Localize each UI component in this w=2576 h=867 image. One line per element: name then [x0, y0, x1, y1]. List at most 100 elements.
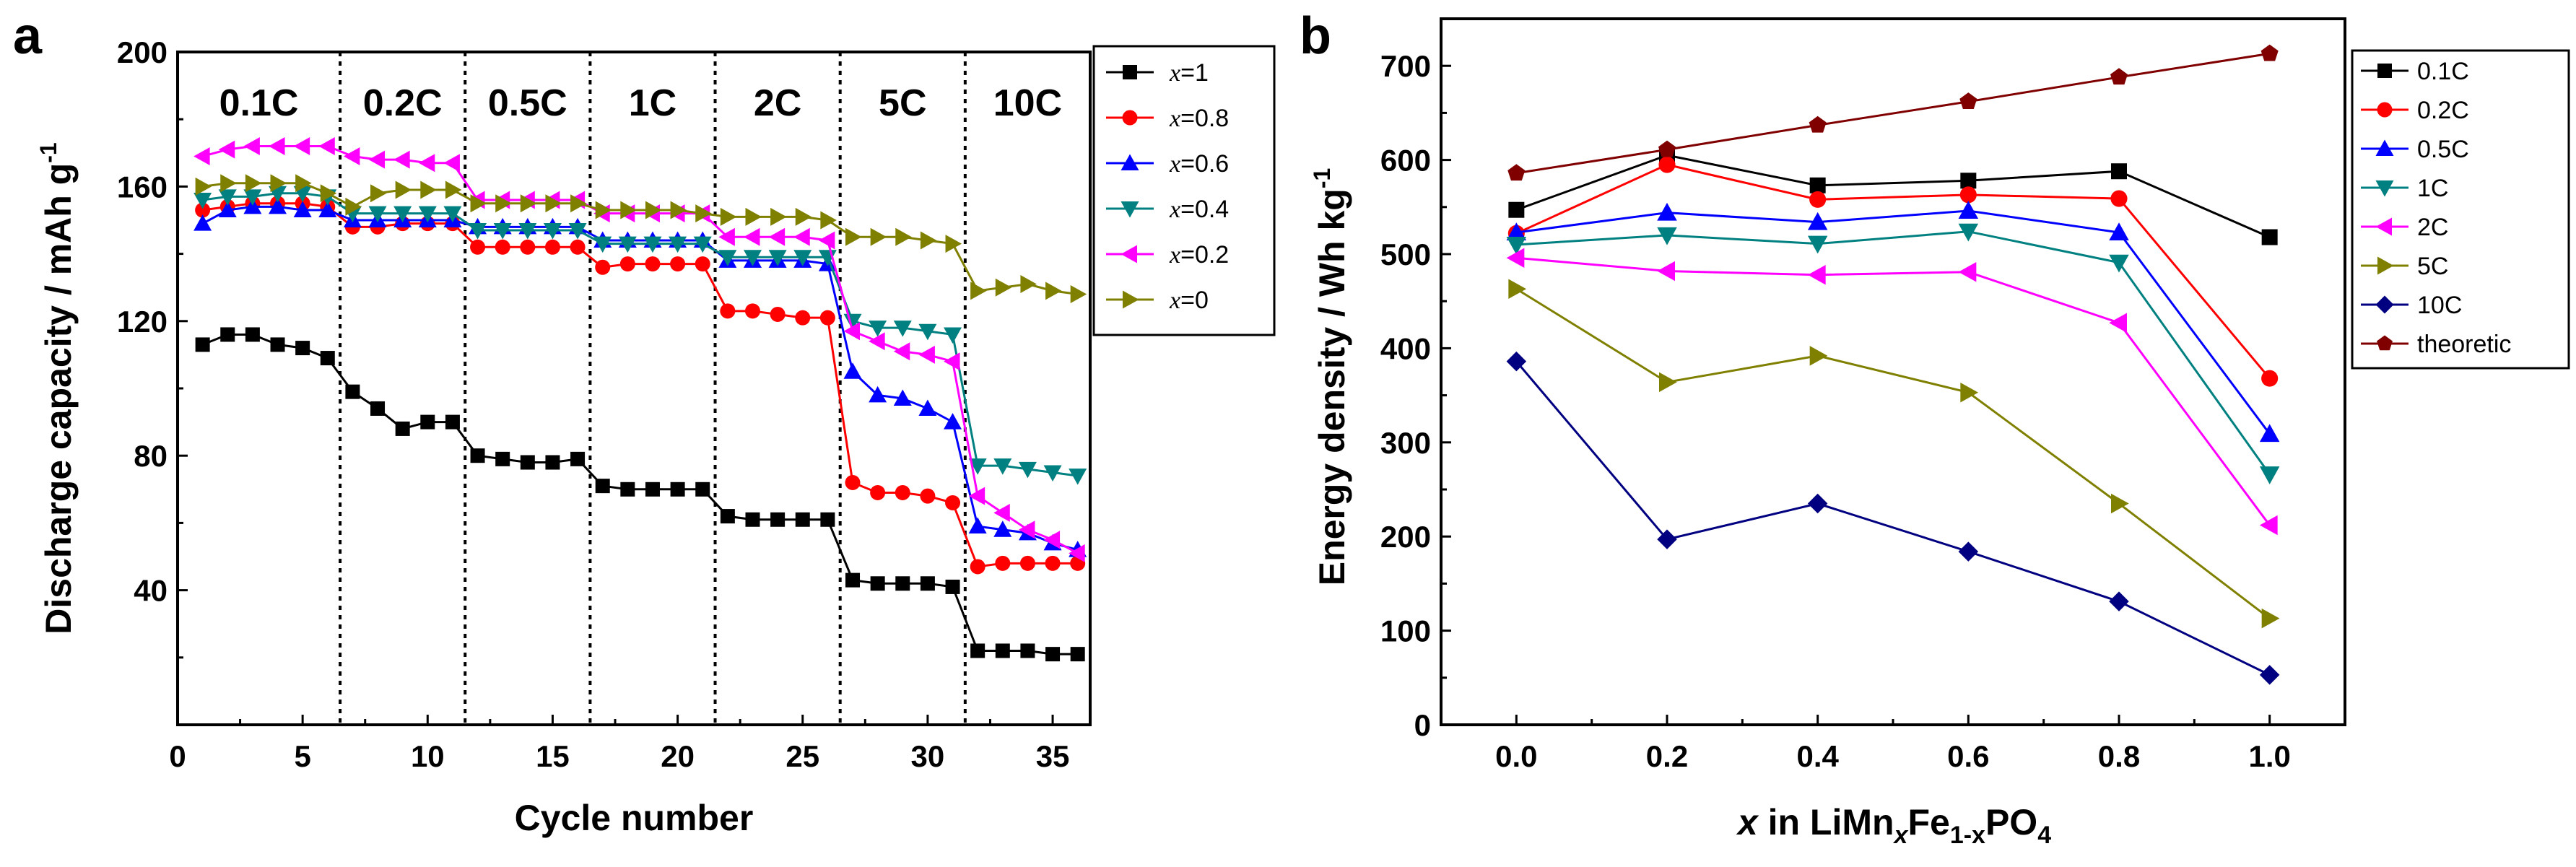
panel-a-legend-box — [1092, 45, 1276, 336]
series-a-5-point-31 — [970, 282, 987, 300]
legend-a-label: x=0.4 — [1169, 196, 1229, 223]
series-a-5-point-16 — [595, 201, 612, 219]
y-tick-label: 100 — [1380, 614, 1431, 648]
x-tick-label: 25 — [786, 739, 819, 773]
legend-a-marker — [1121, 201, 1139, 218]
series-a-5-point-0 — [195, 177, 212, 196]
legend-b-label: 1C — [2417, 175, 2448, 202]
series-a-0-point-29 — [920, 576, 935, 591]
series-a-5-point-35 — [1070, 285, 1087, 304]
y-tick-label: 200 — [1380, 520, 1431, 554]
series-a-3-point-30 — [944, 327, 962, 344]
series-b-3-point-2 — [1807, 235, 1828, 254]
series-a-4-point-28 — [893, 342, 910, 361]
series-a-2-point-4 — [293, 201, 312, 218]
series-a-3-point-23 — [768, 250, 787, 266]
series-a-4-point-7 — [368, 150, 386, 169]
series-a-5-point-4 — [295, 174, 312, 193]
series-a-4-point-27 — [869, 332, 885, 351]
series-b-1-point-1 — [1658, 156, 1676, 173]
legend-b-marker — [2375, 180, 2394, 197]
series-a-0-point-11 — [470, 448, 485, 463]
series-a-4-point-3 — [269, 136, 285, 155]
series-a-1-point-16 — [595, 259, 611, 275]
series-b-2-point-0 — [1506, 222, 1527, 241]
series-b-4-point-5 — [2259, 515, 2278, 536]
panel-b-ylabel: Energy density / Wh kg-1 — [1309, 168, 1352, 586]
series-a-5-point-10 — [445, 180, 462, 199]
series-a-3-point-17 — [618, 236, 637, 253]
series-a-1-point-20 — [695, 256, 710, 272]
series-b-2-point-2 — [1807, 212, 1828, 230]
series-a-line-0 — [202, 333, 1078, 655]
series-a-5-point-3 — [270, 174, 287, 193]
series-a-3-point-10 — [443, 206, 462, 223]
x-tick-label: 1.0 — [2248, 739, 2290, 773]
series-a-0-point-14 — [545, 455, 560, 470]
panel-b-chart: 0.0 0.2 0.4 0.6 0.8 1.0 0 100 200 300 400 500 600 700… — [1300, 7, 2570, 849]
series-a-2-point-27 — [869, 385, 887, 403]
series-a-5-point-24 — [795, 207, 812, 226]
series-a-5-point-27 — [870, 227, 887, 246]
rate-label-1: 0.2C — [363, 82, 443, 124]
series-a-1-point-27 — [870, 484, 886, 500]
y-tick-label: 80 — [134, 439, 167, 473]
series-a-1-point-32 — [995, 555, 1011, 571]
series-a-0-point-27 — [870, 576, 885, 591]
series-a-0-point-25 — [820, 512, 835, 527]
series-a-3-point-12 — [493, 222, 512, 240]
panel-a-legend: x=1 x=0.8 x=0.6 x=0.4 x=0.2 x=0 — [1092, 45, 1276, 336]
series-b-4-point-0 — [1506, 248, 1525, 268]
series-b-6-point-0 — [1506, 351, 1527, 372]
series-a-4-point-23 — [768, 227, 786, 246]
series-a-5-point-32 — [995, 278, 1012, 297]
series-b-6 — [1506, 351, 2280, 685]
series-b-5-point-4 — [2111, 493, 2129, 514]
series-a-3-point-24 — [793, 250, 812, 266]
series-a-3-point-8 — [393, 206, 412, 223]
y-tick-label: 600 — [1380, 144, 1431, 178]
series-a-5-point-12 — [495, 194, 512, 213]
series-a-0-point-16 — [595, 479, 610, 494]
series-b-line-0 — [1515, 154, 2271, 238]
series-b-3-point-0 — [1506, 236, 1527, 255]
series-a-1-point-23 — [770, 306, 786, 322]
series-a-0-point-15 — [570, 451, 586, 466]
series-a-0-point-33 — [1020, 643, 1035, 658]
series-a-4-point-29 — [918, 345, 935, 364]
series-a-5-point-7 — [370, 184, 387, 203]
series-a-4-point-8 — [393, 150, 410, 169]
series-a-2-point-26 — [843, 362, 862, 379]
y-tick-label: 120 — [117, 305, 167, 339]
series-b-5-point-0 — [1508, 279, 1527, 299]
series-a-0 — [195, 327, 1085, 662]
series-a-5-point-25 — [820, 211, 837, 230]
y-tick-label: 200 — [117, 35, 167, 69]
legend-b-label: theoretic — [2417, 331, 2511, 358]
series-a-0-point-21 — [720, 509, 735, 524]
series-a-1-point-12 — [495, 239, 510, 255]
series-a-3-point-2 — [243, 189, 262, 206]
series-a-0-point-22 — [745, 512, 760, 527]
series-a-5-point-11 — [470, 194, 487, 213]
series-b-7-point-0 — [1507, 164, 1526, 181]
series-a-3-point-35 — [1069, 469, 1087, 485]
series-a-3-point-9 — [418, 206, 437, 223]
series-a-4-point-4 — [293, 136, 310, 155]
series-a-3-point-22 — [743, 250, 762, 266]
series-b-0-point-2 — [1809, 177, 1826, 193]
x-tick-label: 0 — [169, 739, 186, 773]
series-b-5-point-2 — [1809, 346, 1828, 366]
series-b-2-point-3 — [1958, 201, 1979, 219]
series-b-line-7 — [1516, 52, 2270, 175]
x-tick-label: 15 — [536, 739, 570, 773]
series-a-1 — [195, 196, 1086, 575]
series-a-1-point-19 — [670, 256, 686, 272]
panel-b-legend: 0.1C 0.2C 0.5C 1C 2C 5C 10C theoretic — [2351, 49, 2570, 370]
series-a-5-point-15 — [570, 194, 587, 213]
series-b-4-point-4 — [2109, 313, 2127, 333]
series-b-3-point-3 — [1958, 223, 1979, 242]
legend-a-marker — [1123, 290, 1139, 309]
series-b-5-point-3 — [1960, 382, 1979, 403]
legend-b-label: 0.1C — [2417, 58, 2469, 85]
